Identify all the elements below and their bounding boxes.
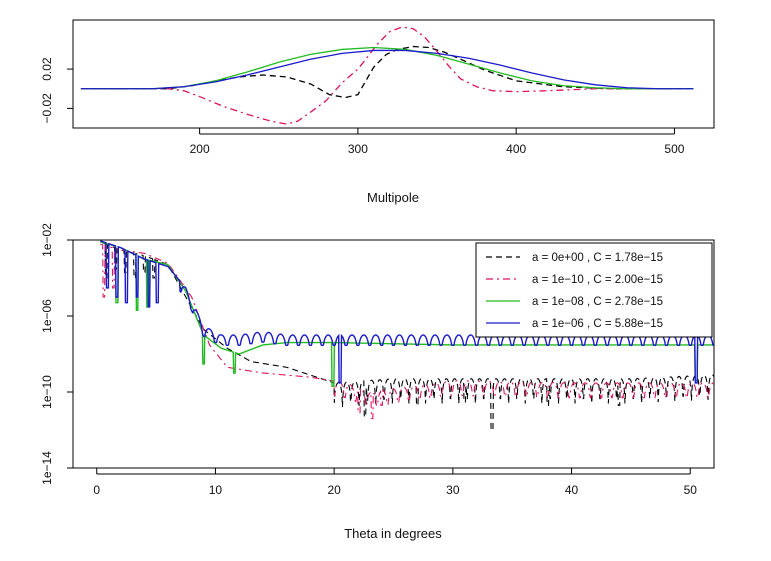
legend-label-3: a = 1e−06 , C = 5.88e−15 <box>532 318 663 330</box>
top-series-line-2 <box>80 46 694 90</box>
top-y-axis: −0.02 0.02 <box>40 57 73 124</box>
top-x-axis-title: Multipole <box>367 190 419 205</box>
top-series-line-3 <box>80 49 694 90</box>
bottom-plot-frame <box>72 239 715 469</box>
top-chart: 200 300 400 500 −0.02 0.02 Multipole <box>40 19 715 205</box>
bottom-y-tick-label: 1e−02 <box>40 223 54 257</box>
bottom-x-axis: 0 10 20 30 40 50 <box>93 468 697 497</box>
bottom-x-tick-label: 10 <box>209 483 223 497</box>
bottom-x-tick-label: 20 <box>327 483 341 497</box>
top-x-tick-label: 400 <box>506 142 526 156</box>
bottom-y-axis: 1e−14 1e−10 1e−06 1e−02 <box>40 223 73 485</box>
legend: a = 0e+00 , C = 1.78e−15 a = 1e−10 , C = … <box>475 242 713 338</box>
bottom-series-line-0 <box>100 241 714 431</box>
top-x-tick-label: 500 <box>664 142 684 156</box>
bottom-x-tick-label: 30 <box>446 483 460 497</box>
bottom-y-tick-label: 1e−10 <box>40 375 54 409</box>
top-y-tick-label: 0.02 <box>40 57 54 81</box>
top-x-tick-label: 300 <box>348 142 368 156</box>
top-series-line-1 <box>80 26 694 125</box>
bottom-x-axis-title: Theta in degrees <box>344 526 442 541</box>
legend-label-1: a = 1e−10 , C = 2.00e−15 <box>532 274 663 286</box>
top-plot-frame <box>72 19 715 129</box>
bottom-x-tick-label: 50 <box>684 483 698 497</box>
legend-label-0: a = 0e+00 , C = 1.78e−15 <box>532 252 663 264</box>
bottom-x-tick-label: 0 <box>93 483 100 497</box>
legend-box <box>475 242 713 338</box>
top-y-tick-label: −0.02 <box>40 93 54 124</box>
bottom-y-tick-label: 1e−14 <box>40 451 54 485</box>
bottom-x-tick-label: 40 <box>565 483 579 497</box>
bottom-y-tick-label: 1e−06 <box>40 299 54 333</box>
top-x-axis: 200 300 400 500 <box>190 128 685 156</box>
top-x-tick-label: 200 <box>190 142 210 156</box>
legend-label-2: a = 1e−08 , C = 2.78e−15 <box>532 296 663 308</box>
bottom-series-line-1 <box>100 243 714 420</box>
bottom-chart: 0 10 20 30 40 50 1e−14 1e−10 1e−06 1e−02 Theta i… <box>40 223 715 541</box>
